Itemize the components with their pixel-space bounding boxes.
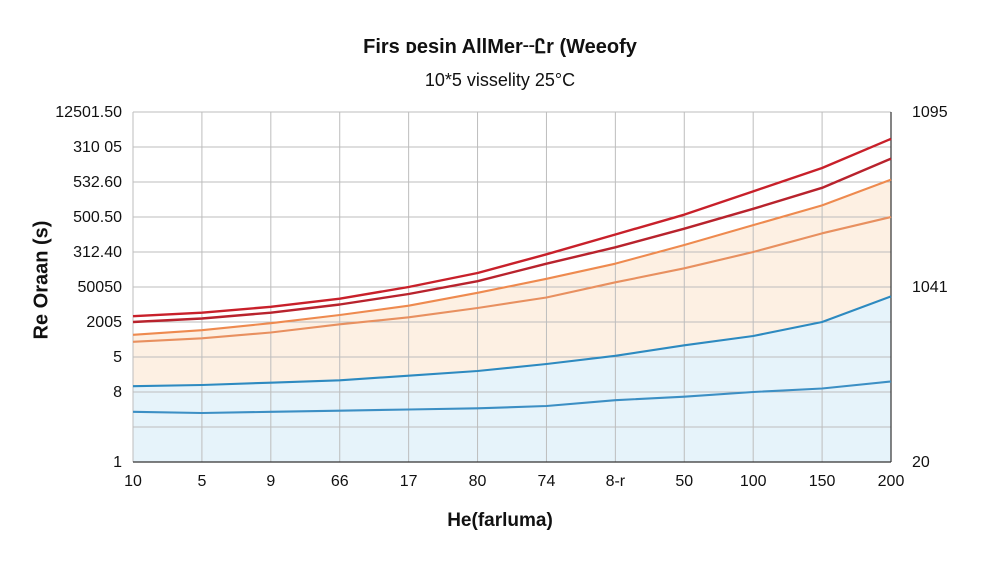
y-tick-label: 12501.50 [55, 104, 122, 121]
series-line-3 [132, 178, 892, 336]
x-tick-label: 200 [878, 473, 905, 490]
y-tick-label: 2005 [86, 314, 122, 331]
y-tick-label: 1 [113, 454, 122, 471]
x-tick-label: 9 [266, 473, 275, 490]
series-line-6 [132, 380, 892, 415]
shaded-areas [133, 179, 891, 462]
x-tick-label: 100 [740, 473, 767, 490]
y-tick-label: 5 [113, 349, 122, 366]
tick-labels: 10 5 9 66 17 80 74 8-r 50 100 150 200 12501.50 310 05… [55, 104, 947, 490]
x-tick-label: 17 [400, 473, 418, 490]
series-line-1 [132, 137, 892, 318]
right-y-tick-label: 1095 [912, 104, 948, 121]
x-tick-label: 5 [197, 473, 206, 490]
right-y-tick-label: 20 [912, 454, 930, 471]
y-tick-label: 532.60 [73, 174, 122, 191]
y-tick-label: 50050 [78, 279, 123, 296]
right-y-tick-label: 1041 [912, 279, 948, 296]
y-tick-label: 312.40 [73, 244, 122, 261]
chart-title: Firs ᴅesin AllMer╌Ꮭr (Weeofy [363, 36, 637, 58]
y-tick-label: 500.50 [73, 209, 122, 226]
x-tick-label: 74 [538, 473, 556, 490]
x-tick-label: 10 [124, 473, 142, 490]
series-lines [132, 137, 892, 415]
chart-subtitle: 10*5 visselity 25°C [424, 70, 576, 90]
x-axis-label: He(farluma) [447, 510, 553, 531]
series-line-4 [132, 215, 892, 343]
x-tick-label: 66 [331, 473, 349, 490]
y-tick-label: 310 05 [73, 139, 122, 156]
x-tick-label: 8-r [606, 473, 626, 490]
blue-shaded-area [133, 296, 891, 462]
series-line-2 [132, 157, 892, 324]
orange-shaded-area [133, 179, 891, 387]
x-tick-label: 150 [809, 473, 836, 490]
series-line-5 [132, 295, 892, 388]
x-tick-label: 50 [675, 473, 693, 490]
y-tick-label: 8 [113, 384, 122, 401]
x-tick-label: 80 [469, 473, 487, 490]
